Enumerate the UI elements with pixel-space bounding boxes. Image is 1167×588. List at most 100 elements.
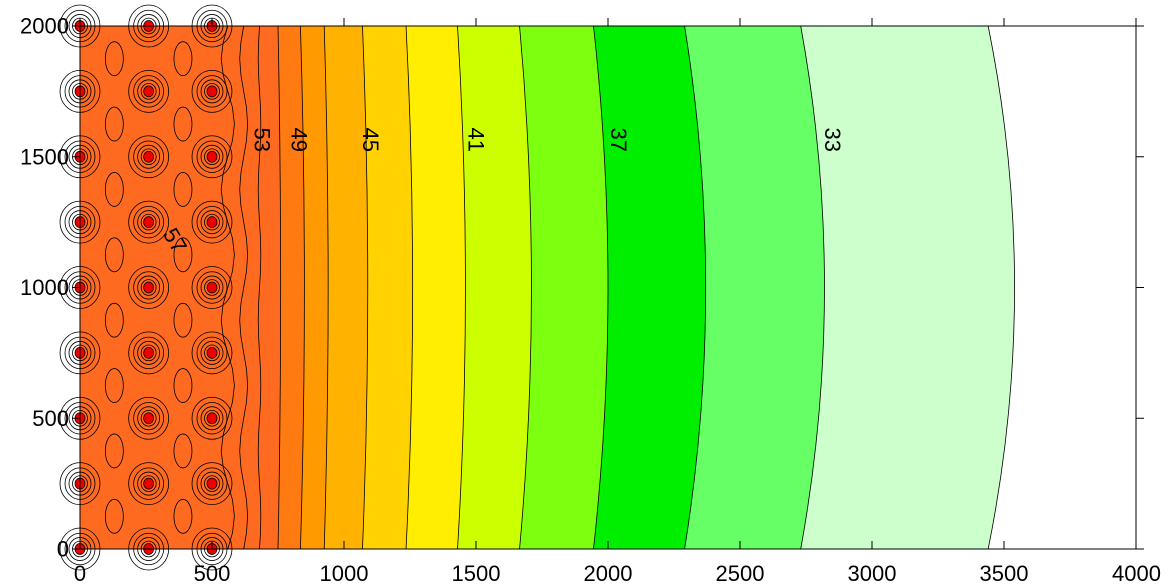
hotspot-ring — [140, 83, 157, 100]
hotspot-core — [206, 412, 218, 425]
hotspot-ring — [128, 396, 170, 440]
saddle-loop — [104, 498, 124, 534]
contour-label: 53 — [250, 128, 275, 152]
axes: 0 500 1000 1500 2000 2500 3000 3500 4000 0 500 1000… — [20, 14, 1161, 587]
contour-label: 37 — [606, 128, 631, 152]
hotspot-ring — [204, 344, 220, 362]
y-tick-label: 1000 — [20, 275, 69, 300]
contour-band-57 — [79, 25, 282, 550]
contour-label: 33 — [820, 128, 845, 152]
hotspot-ring — [196, 336, 228, 370]
y-tick-label: 1500 — [20, 144, 69, 169]
hotspot-core — [143, 150, 154, 163]
hotspot-ring — [140, 409, 157, 427]
hotspot-ring — [200, 406, 224, 431]
hotspot-ring — [204, 475, 220, 492]
hotspot-ring — [191, 135, 233, 179]
source-hotspot — [128, 266, 170, 309]
hotspot-core — [206, 85, 218, 98]
hotspot-ring — [137, 340, 161, 365]
hotspot-ring — [133, 402, 165, 435]
hotspot-ring — [128, 200, 170, 244]
hotspot-ring — [137, 406, 161, 431]
hotspot-ring — [133, 75, 165, 108]
hotspot-ring — [191, 200, 233, 244]
source-hotspot — [128, 396, 170, 440]
x-tick-label: 4000 — [1112, 561, 1161, 586]
hotspot-core — [206, 216, 218, 228]
hotspot-ring — [140, 475, 157, 492]
hotspot-ring — [191, 69, 233, 113]
hotspot-ring — [196, 271, 228, 304]
x-tick-label: 1000 — [320, 561, 369, 586]
saddle-loop — [104, 302, 124, 338]
hotspot-ring — [196, 402, 228, 435]
hotspot-ring — [140, 148, 157, 166]
hotspot-ring — [204, 83, 220, 100]
saddle-loop — [104, 368, 124, 403]
saddle-loop — [104, 433, 124, 469]
contour-bands — [79, 25, 1137, 550]
hotspot-ring — [200, 340, 224, 365]
hotspot-core — [206, 477, 218, 490]
contour-line — [257, 25, 262, 550]
saddle-loop — [104, 237, 124, 273]
saddle-loop — [173, 368, 193, 403]
x-tick-label: 0 — [74, 561, 86, 586]
contour-label: 41 — [464, 128, 489, 152]
source-hotspot — [191, 266, 233, 309]
source-hotspot — [128, 200, 170, 244]
y-tick-label: 2000 — [20, 14, 69, 39]
source-hotspot — [128, 462, 170, 506]
hotspot-ring — [128, 462, 170, 506]
source-hotspot — [191, 396, 233, 440]
hotspot-ring — [204, 148, 220, 166]
contour-line — [239, 25, 249, 550]
hotspot-ring — [200, 79, 224, 104]
saddle-loop — [173, 302, 193, 338]
hotspot-ring — [140, 279, 157, 296]
hotspot-ring — [137, 471, 161, 496]
contour-line — [220, 25, 235, 550]
hotspot-ring — [133, 205, 165, 239]
hotspot-ring — [200, 275, 224, 300]
saddle-loop — [173, 172, 193, 207]
hotspot-ring — [196, 140, 228, 173]
hotspot-ring — [204, 409, 220, 427]
x-tick-label: 3000 — [848, 561, 897, 586]
x-tick-label: 1500 — [452, 561, 501, 586]
hotspot-core — [143, 85, 154, 98]
source-hotspot — [128, 69, 170, 113]
hotspot-ring — [191, 266, 233, 309]
saddle-loop — [173, 41, 193, 77]
x-tick-label: 2000 — [584, 561, 633, 586]
hotspot-ring — [204, 279, 220, 296]
source-hotspot — [128, 135, 170, 179]
saddle-loop — [173, 237, 193, 273]
hotspot-ring — [128, 331, 170, 375]
hotspot-ring — [137, 210, 161, 235]
hotspot-ring — [191, 331, 233, 375]
hotspot-ring — [191, 462, 233, 506]
hotspot-ring — [137, 79, 161, 104]
hotspot-ring — [128, 69, 170, 113]
hotspot-ring — [137, 275, 161, 300]
hotspot-ring — [200, 144, 224, 169]
hotspot-core — [206, 347, 218, 359]
x-tick-label: 2500 — [716, 561, 765, 586]
hotspot-core — [206, 150, 218, 163]
saddle-loop — [173, 498, 193, 534]
hotspot-ring — [133, 271, 165, 304]
hotspot-ring — [191, 396, 233, 440]
saddle-loop — [104, 106, 124, 142]
hotspot-ring — [128, 266, 170, 309]
contour-label: 45 — [358, 128, 383, 152]
hotspot-ring — [128, 135, 170, 179]
hotspot-ring — [200, 210, 224, 235]
hotspot-ring — [133, 467, 165, 500]
hotspot-core — [143, 347, 154, 359]
source-hotspot — [191, 462, 233, 506]
saddle-loop — [173, 433, 193, 469]
hotspot-core — [143, 281, 154, 294]
